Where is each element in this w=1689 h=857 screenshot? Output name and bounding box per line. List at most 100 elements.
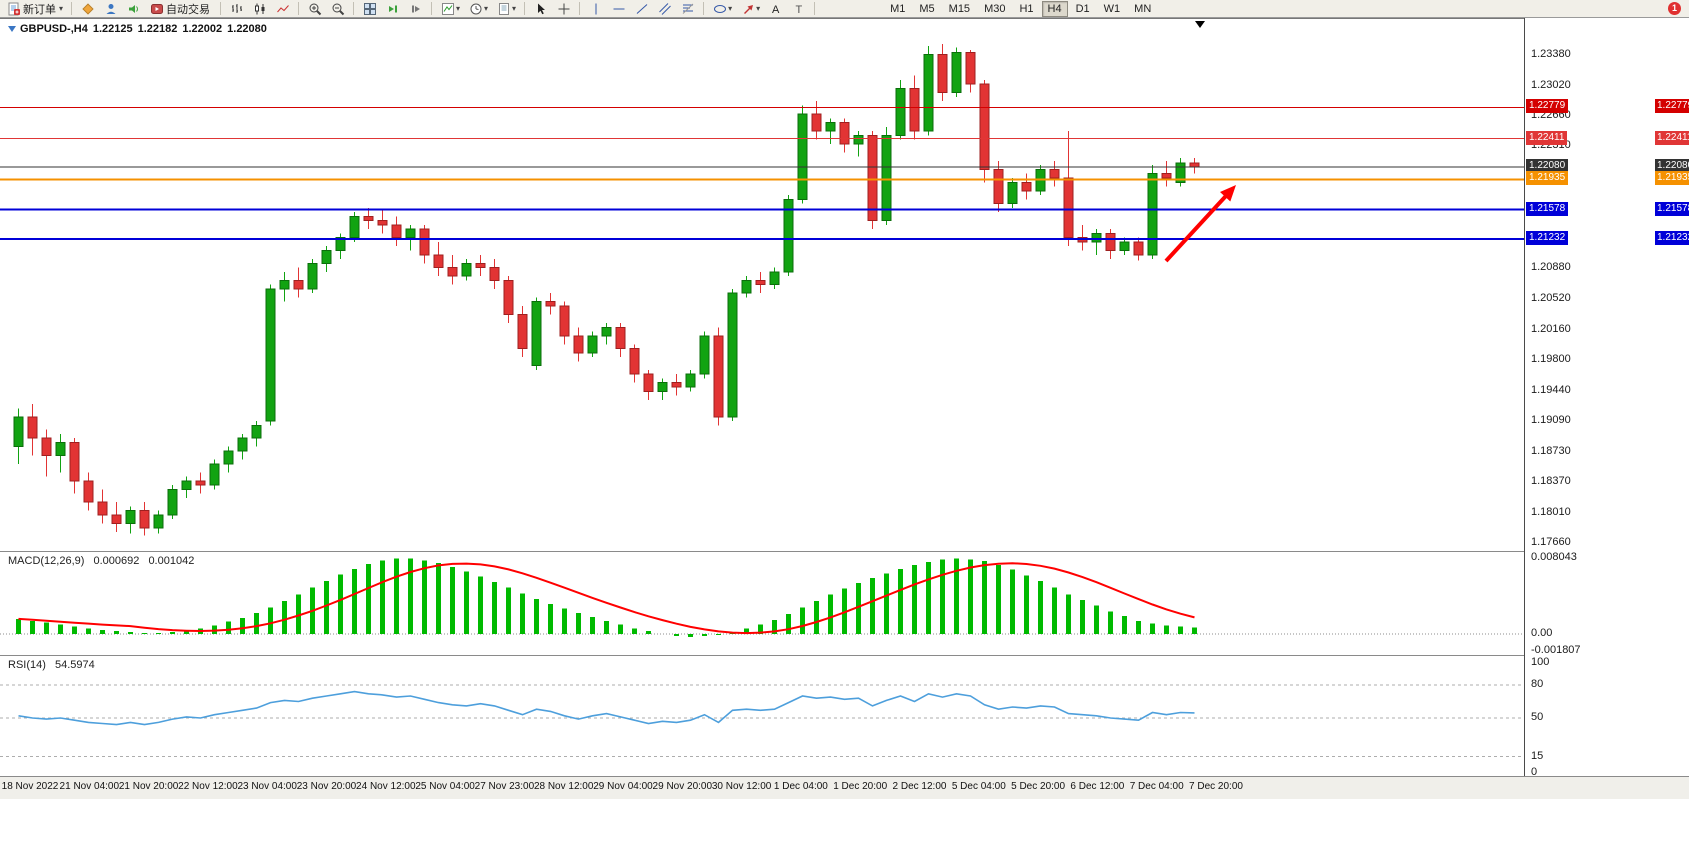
timeframe-m15[interactable]: M15 xyxy=(948,2,971,15)
timeframe-m1[interactable]: M1 xyxy=(890,2,906,15)
price-line-tag: 1.22411 xyxy=(1526,130,1568,145)
symbol-dropdown-icon[interactable] xyxy=(8,26,16,32)
time-axis-label: 5 Dec 04:00 xyxy=(951,781,1006,792)
rsi-panel[interactable]: RSI(14) 54.5974 xyxy=(0,655,1524,776)
profiles-button[interactable] xyxy=(99,0,122,18)
candlestick-icon xyxy=(252,1,267,16)
zoom-in-button[interactable] xyxy=(303,0,326,18)
rsi-scale-label: 15 xyxy=(1531,749,1544,762)
text-label-button[interactable]: T xyxy=(787,0,810,18)
time-axis-label: 18 Nov 2022 xyxy=(1,781,59,792)
vertical-line-icon xyxy=(588,1,603,16)
zoom-out-button[interactable] xyxy=(326,0,349,18)
timeframe-d1[interactable]: D1 xyxy=(1075,2,1090,15)
price-tick-label: 1.23380 xyxy=(1531,48,1571,60)
price-tick-label: 1.18010 xyxy=(1531,506,1571,519)
time-axis-label: 6 Dec 12:00 xyxy=(1070,781,1125,792)
line-chart-icon xyxy=(275,1,290,16)
horizontal-line-button[interactable] xyxy=(607,0,630,18)
new-order-label: 新订单 xyxy=(23,3,56,16)
fibonacci-button[interactable] xyxy=(676,0,699,18)
timeframe-h4[interactable]: H4 xyxy=(1041,0,1068,17)
candlestick-chart-button[interactable] xyxy=(248,0,271,18)
sounds-button[interactable] xyxy=(122,0,145,18)
price-line-tag: 1.22080 xyxy=(1526,158,1569,173)
autotrading-button[interactable]: 自动交易 xyxy=(145,0,216,18)
toolbar-separator xyxy=(220,2,222,15)
notification-badge[interactable]: 1 xyxy=(1668,2,1681,15)
cursor-button[interactable] xyxy=(529,0,552,18)
time-axis-label: 7 Dec 20:00 xyxy=(1189,781,1243,792)
vertical-line-button[interactable] xyxy=(584,0,607,18)
candlestick-chart[interactable] xyxy=(0,19,1524,553)
rsi-scale-label: 50 xyxy=(1531,711,1544,723)
templates-button[interactable]: ▾ xyxy=(492,0,520,18)
time-axis-label: 29 Nov 20:00 xyxy=(652,781,713,792)
chart-shift-button[interactable] xyxy=(404,0,427,18)
periods-button[interactable]: ▾ xyxy=(464,0,492,18)
macd-chart[interactable] xyxy=(0,552,1524,656)
main-chart-panel[interactable]: GBPUSD-,H4 1.22125 1.22182 1.22002 1.220… xyxy=(0,18,1524,553)
hlines-layer[interactable] xyxy=(0,106,1524,241)
arrows-button[interactable]: ▾ xyxy=(736,0,764,18)
toolbar-separator xyxy=(703,2,705,15)
indicators-icon xyxy=(440,1,455,16)
channel-button[interactable] xyxy=(653,0,676,18)
mql5-button[interactable] xyxy=(76,0,99,18)
new-order-button[interactable]: 新订单 ▾ xyxy=(2,0,67,18)
tile-windows-icon xyxy=(362,1,377,16)
price-tick-label: 1.23020 xyxy=(1531,78,1571,91)
arrow-tool-icon xyxy=(740,1,755,16)
price-tick-label: 1.17660 xyxy=(1531,535,1571,548)
price-line-tag-edge: 1.21578 xyxy=(1655,201,1689,216)
indicators-button[interactable]: ▾ xyxy=(436,0,464,18)
trendline-button[interactable] xyxy=(630,0,653,18)
toolbar-separator xyxy=(579,2,581,15)
trend-arrow-annotation[interactable] xyxy=(1164,185,1236,263)
macd-label: MACD(12,26,9) 0.000692 0.001042 xyxy=(8,555,200,567)
crosshair-button[interactable] xyxy=(552,0,575,18)
time-axis-label: 23 Nov 04:00 xyxy=(237,781,297,792)
timeframe-m30[interactable]: M30 xyxy=(984,2,1006,15)
time-axis-label: 2 Dec 12:00 xyxy=(892,781,947,792)
text-button[interactable]: A xyxy=(764,0,787,18)
time-axis-label: 21 Nov 20:00 xyxy=(118,781,179,792)
rsi-scale-label: 80 xyxy=(1531,678,1544,690)
price-line-tag-edge: 1.22080 xyxy=(1655,158,1689,173)
timeframe-w1[interactable]: W1 xyxy=(1103,2,1121,15)
toolbar-separator xyxy=(298,2,300,15)
rsi-scale-label: 0 xyxy=(1531,766,1538,778)
timeframe-h1[interactable]: H1 xyxy=(1019,2,1034,15)
price-tick-label: 1.19090 xyxy=(1531,413,1571,426)
chart-shift-icon xyxy=(408,1,423,16)
timeframe-mn[interactable]: MN xyxy=(1134,2,1152,15)
time-axis-label: 1 Dec 04:00 xyxy=(773,781,828,792)
speaker-icon xyxy=(126,1,141,16)
timeframe-m5[interactable]: M5 xyxy=(919,2,935,15)
time-axis[interactable]: 18 Nov 2022 21 Nov 04:00 21 Nov 20:00 22 No… xyxy=(0,776,1689,799)
scroll-to-end-marker[interactable] xyxy=(1195,21,1205,28)
toolbar-separator xyxy=(814,2,816,15)
line-chart-button[interactable] xyxy=(271,0,294,18)
clock-icon xyxy=(468,1,483,16)
autotrading-icon xyxy=(149,1,164,16)
price-line-tag: 1.22779 xyxy=(1526,99,1569,114)
bar-chart-button[interactable] xyxy=(225,0,248,18)
time-axis-label: 27 Nov 23:00 xyxy=(474,781,535,792)
price-line-tag-edge: 1.21935 xyxy=(1655,171,1689,186)
rsi-chart[interactable] xyxy=(0,656,1524,776)
ellipse-shape-icon xyxy=(712,1,727,16)
price-axis[interactable]: 1.23380 1.23020 1.22660 1.22310 1.20880 1.205… xyxy=(1524,18,1689,778)
tile-windows-button[interactable] xyxy=(358,0,381,18)
toolbar-separator xyxy=(353,2,355,15)
chevron-down-icon: ▾ xyxy=(728,4,733,13)
shapes-button[interactable]: ▾ xyxy=(708,0,736,18)
macd-signal-value: 0.001042 xyxy=(148,555,195,567)
zoom-in-icon xyxy=(307,1,322,16)
template-icon xyxy=(496,1,511,16)
channel-icon xyxy=(657,1,672,16)
auto-scroll-icon xyxy=(385,1,400,16)
macd-panel[interactable]: MACD(12,26,9) 0.000692 0.001042 xyxy=(0,551,1524,656)
price-line-tag: 1.21578 xyxy=(1526,201,1569,216)
auto-scroll-button[interactable] xyxy=(381,0,404,18)
